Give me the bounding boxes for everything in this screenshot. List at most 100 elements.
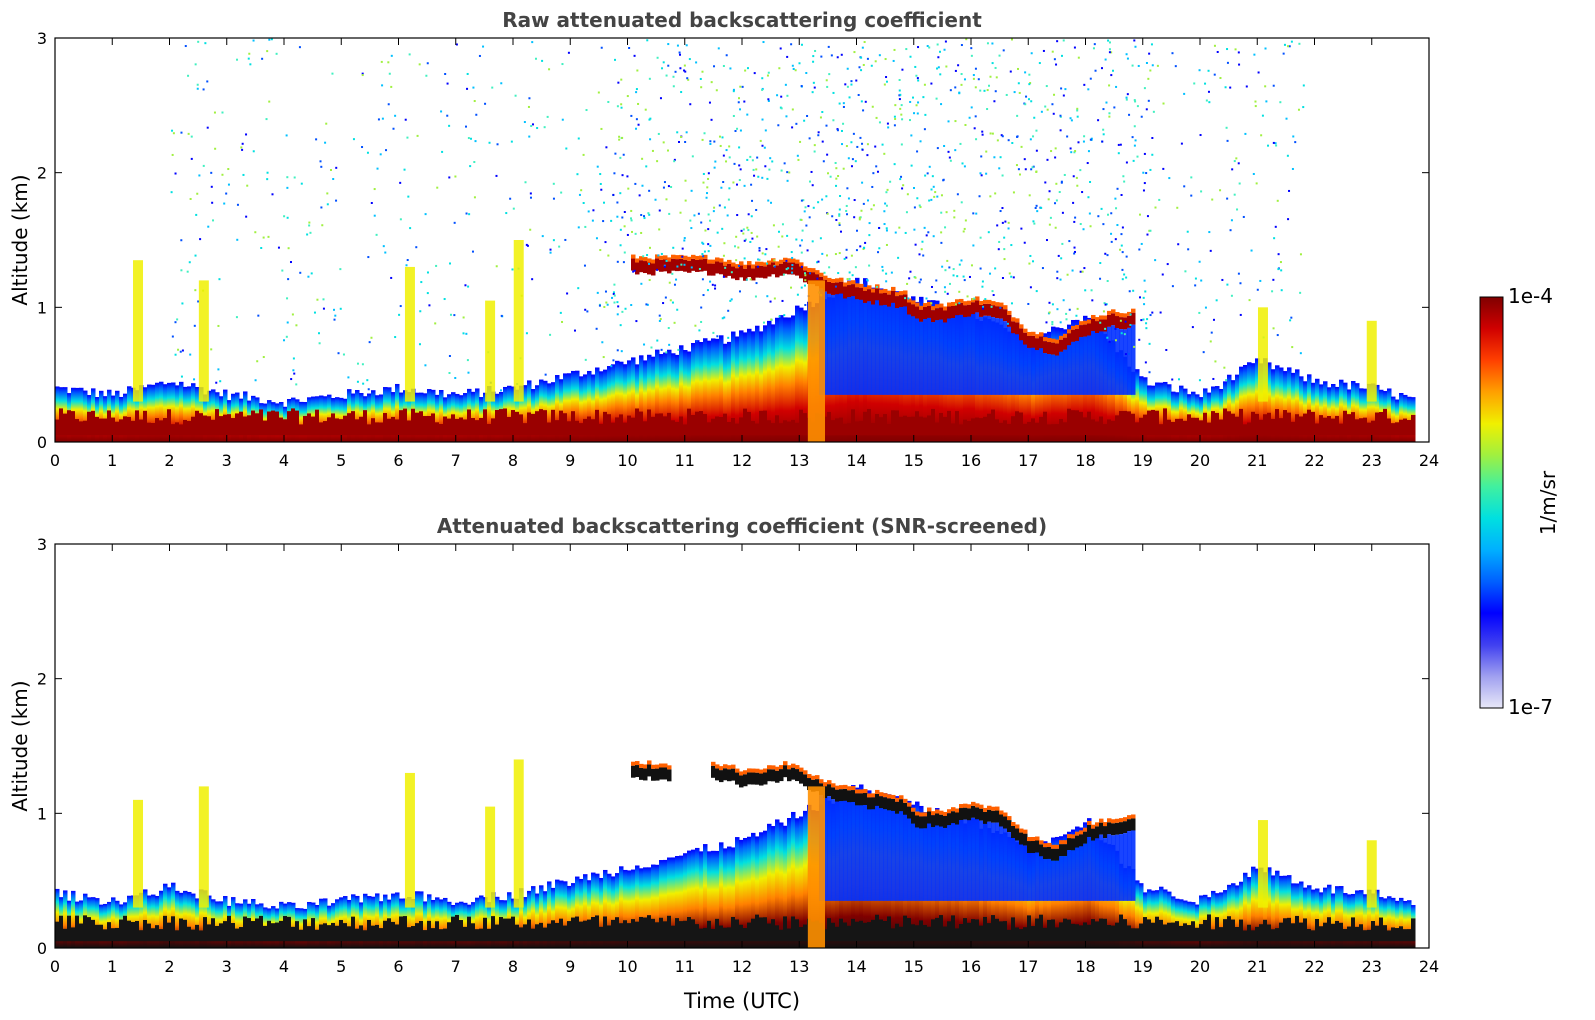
aerosol-core [631, 919, 636, 942]
noise-speckle [441, 150, 444, 153]
noise-speckle [709, 219, 712, 222]
aerosol-core [191, 416, 196, 436]
noise-speckle [695, 340, 698, 343]
boundary-layer-column [1227, 374, 1232, 442]
aerosol-core [1075, 924, 1080, 942]
boundary-layer-column [607, 366, 612, 442]
noise-speckle [1254, 100, 1257, 103]
noise-speckle [1289, 319, 1292, 322]
noise-speckle [1002, 49, 1005, 52]
aerosol-plume [485, 300, 496, 402]
aerosol-core [119, 919, 124, 942]
noise-speckle [886, 122, 889, 125]
noise-speckle [671, 272, 674, 275]
noise-speckle [1226, 61, 1229, 64]
aerosol-core [843, 922, 848, 942]
noise-speckle [825, 79, 828, 82]
cloud-layer-edge [771, 258, 776, 263]
aerosol-core [295, 410, 300, 436]
boundary-layer-column [1359, 388, 1364, 442]
noise-speckle [1152, 110, 1155, 113]
x-tick-label: 1 [107, 451, 117, 470]
cloud-layer-edge [1099, 315, 1104, 320]
aerosol-core [443, 416, 448, 436]
noise-speckle [666, 149, 669, 152]
sub-cloud-region [911, 823, 916, 901]
aerosol-core [199, 930, 204, 942]
aerosol-core [1331, 923, 1336, 942]
boundary-layer-column [1191, 391, 1196, 442]
aerosol-core [1147, 410, 1152, 436]
noise-speckle [1049, 216, 1052, 219]
boundary-layer-column [1167, 384, 1172, 442]
noise-speckle [1079, 223, 1082, 226]
cloud-layer-edge [1091, 824, 1096, 829]
noise-speckle [749, 155, 752, 158]
boundary-layer-column [1207, 392, 1212, 442]
x-tick-label: 19 [1133, 957, 1153, 976]
cloud-layer-segment [963, 807, 968, 820]
noise-speckle [972, 77, 975, 80]
noise-speckle [1108, 112, 1111, 115]
noise-speckle [992, 294, 995, 297]
aerosol-core [647, 409, 652, 436]
noise-speckle [448, 354, 451, 357]
boundary-layer-column [699, 341, 704, 442]
noise-speckle [883, 83, 886, 86]
noise-speckle [718, 135, 721, 138]
noise-speckle [558, 245, 561, 248]
aerosol-core [435, 921, 440, 942]
aerosol-core [975, 919, 980, 942]
cloud-layer-segment [1087, 824, 1092, 837]
noise-speckle [194, 63, 197, 66]
noise-speckle [621, 174, 624, 177]
noise-speckle [1193, 82, 1196, 85]
noise-speckle [932, 235, 935, 238]
cloud-layer-segment [1087, 323, 1092, 336]
noise-speckle [605, 301, 608, 304]
aerosol-core [1255, 413, 1260, 436]
boundary-layer-column [623, 869, 628, 948]
noise-speckle [732, 88, 735, 91]
boundary-layer-column [647, 354, 652, 442]
noise-speckle [617, 305, 620, 308]
noise-speckle [820, 55, 823, 58]
noise-speckle [1051, 323, 1054, 326]
aerosol-core [323, 421, 328, 436]
noise-speckle [901, 118, 904, 121]
noise-speckle [512, 207, 515, 210]
aerosol-core [963, 419, 968, 436]
noise-speckle [577, 287, 580, 290]
noise-speckle [786, 55, 789, 58]
noise-speckle [1146, 215, 1149, 218]
noise-speckle [566, 292, 569, 295]
noise-speckle [974, 86, 977, 89]
aerosol-core [899, 926, 904, 942]
aerosol-core [1403, 929, 1408, 942]
boundary-layer-column [1255, 358, 1260, 442]
noise-speckle [260, 247, 263, 250]
aerosol-core [1375, 925, 1380, 942]
cloud-layer-edge [995, 302, 1000, 307]
noise-speckle [1237, 162, 1240, 165]
noise-speckle [807, 205, 810, 208]
aerosol-core [995, 918, 1000, 942]
noise-speckle [1183, 185, 1186, 188]
boundary-layer-column [591, 872, 596, 948]
cloud-layer-edge [1099, 818, 1104, 823]
boundary-layer-column [95, 898, 100, 948]
aerosol-core [687, 408, 692, 436]
aerosol-core [659, 413, 664, 436]
noise-speckle [1207, 69, 1210, 72]
boundary-layer-column [791, 315, 796, 442]
noise-speckle [1004, 220, 1007, 223]
noise-speckle [320, 206, 323, 209]
aerosol-core [67, 915, 72, 942]
noise-speckle [838, 223, 841, 226]
noise-speckle [893, 115, 896, 118]
aerosol-core [795, 422, 800, 436]
noise-speckle [632, 270, 635, 273]
aerosol-core [887, 423, 892, 436]
noise-speckle [565, 147, 568, 150]
aerosol-core [1343, 929, 1348, 942]
